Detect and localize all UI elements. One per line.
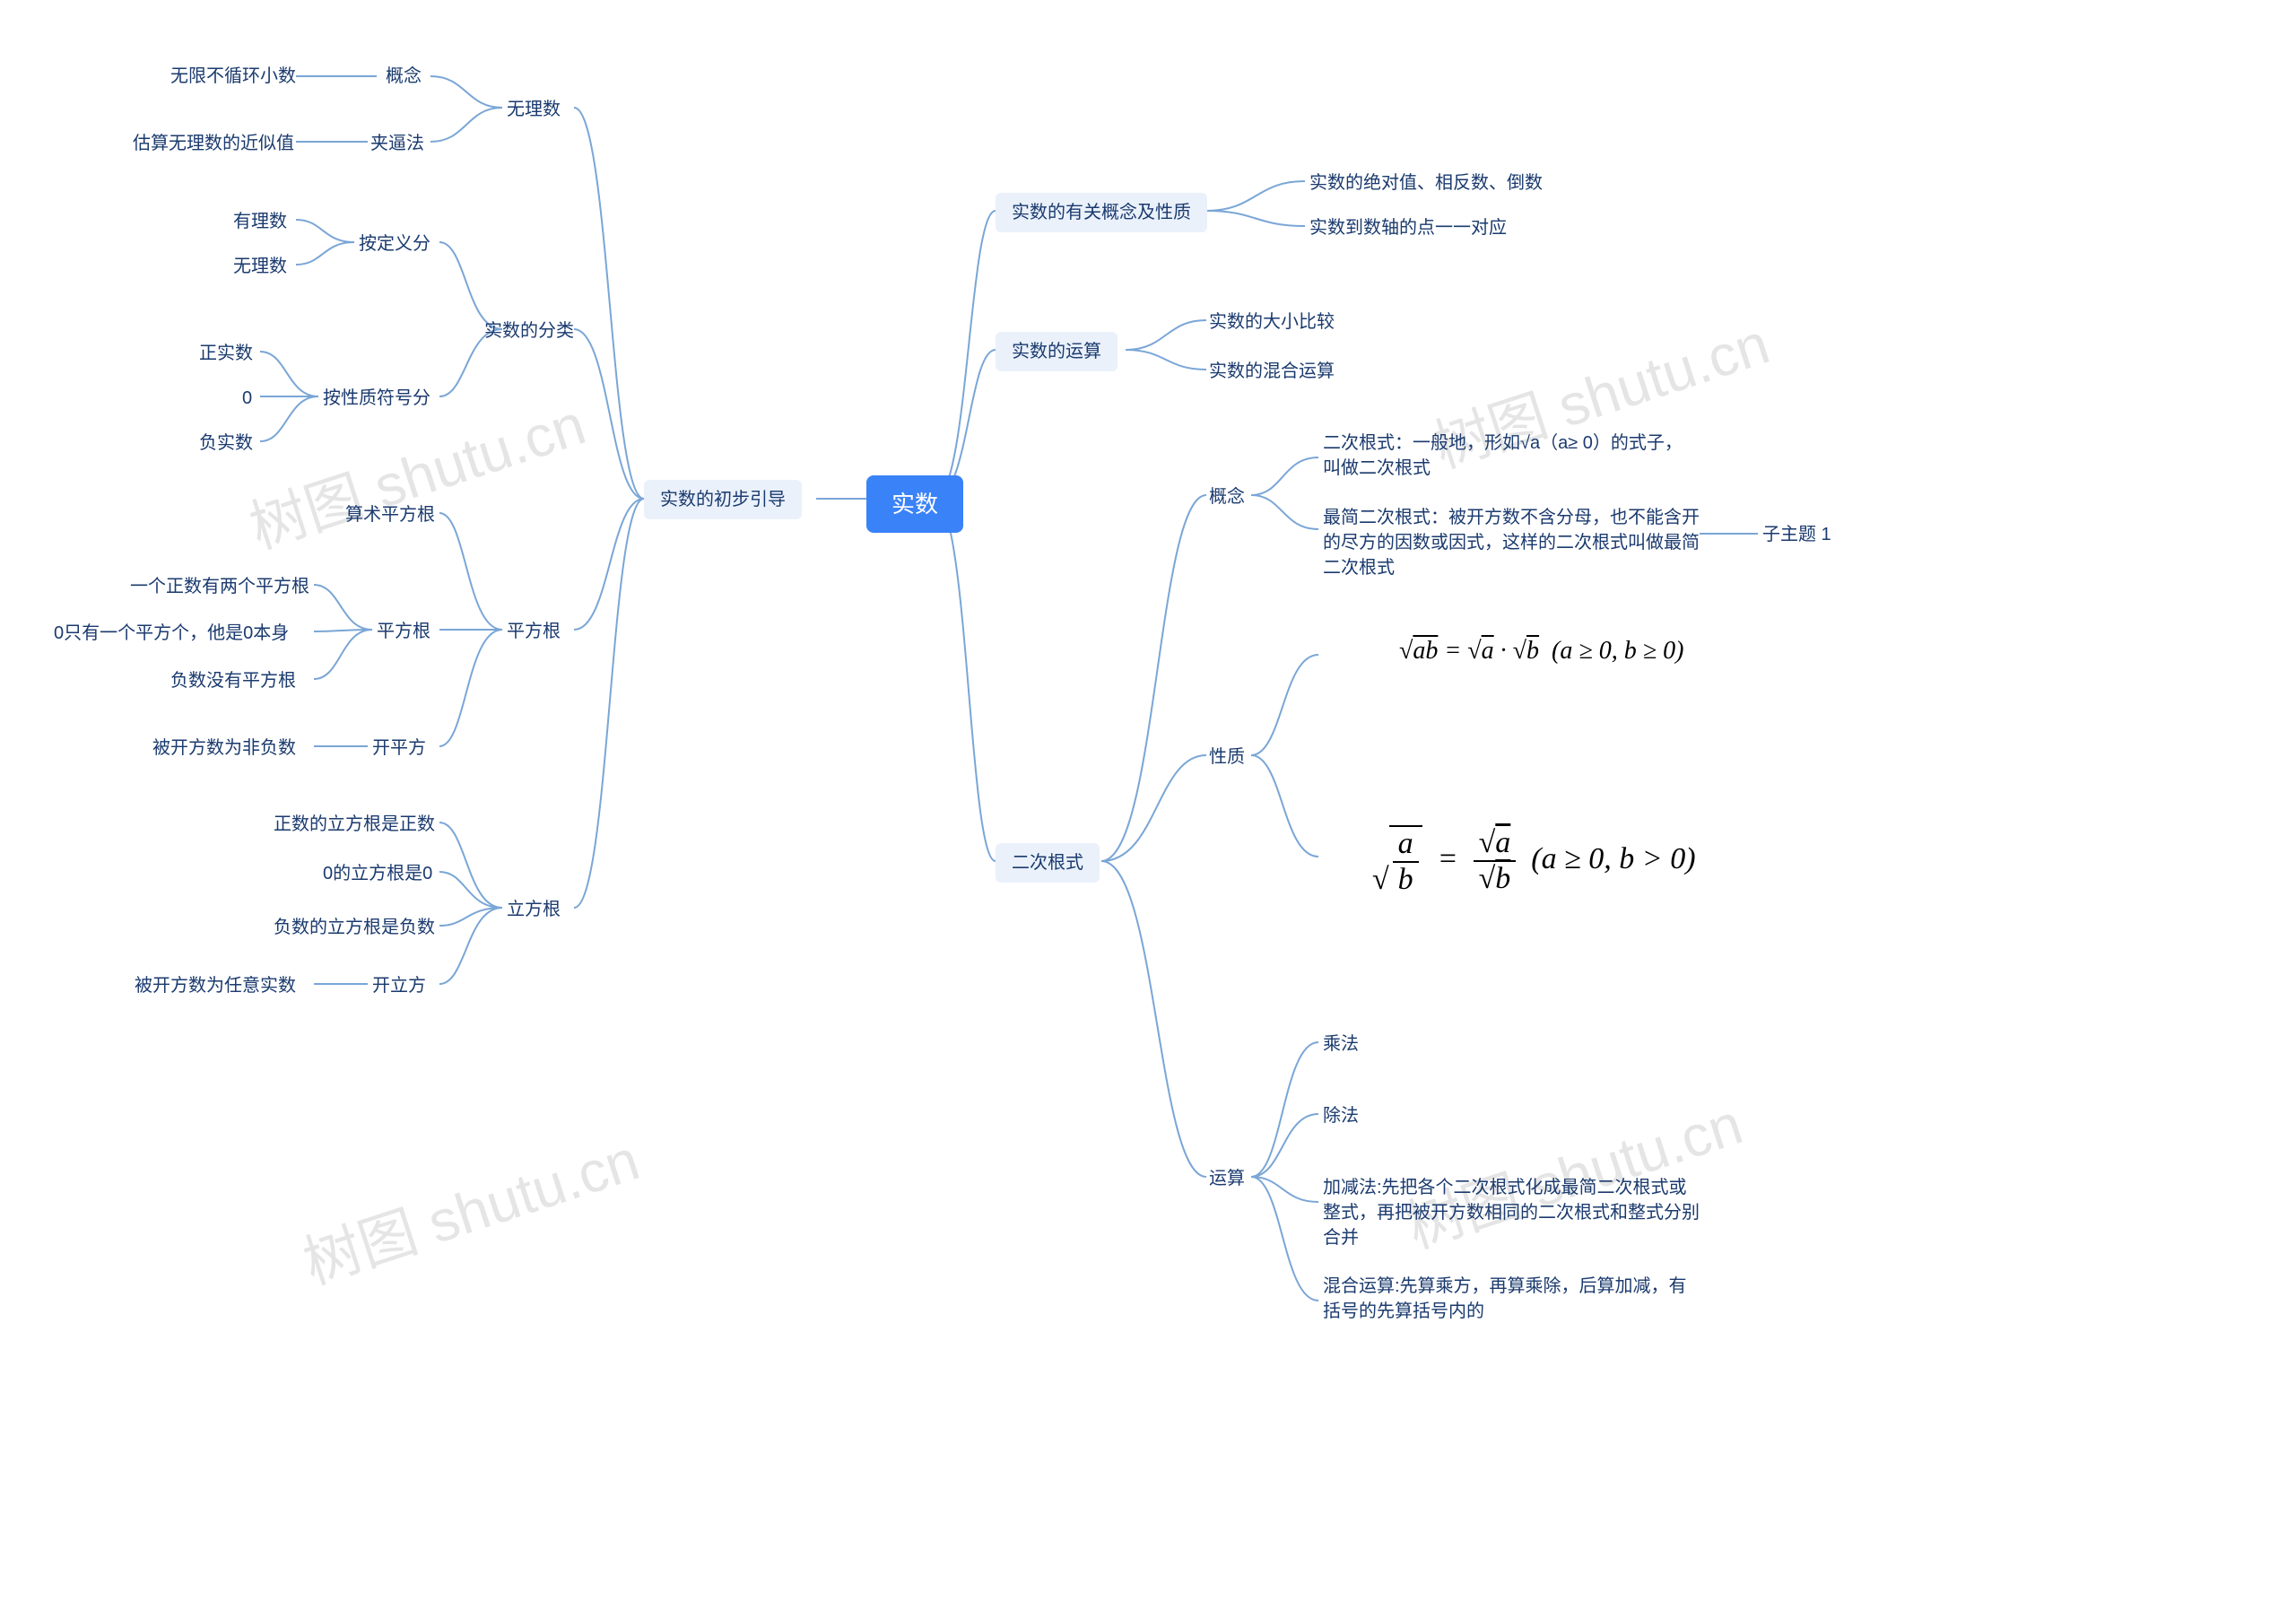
node-l3[interactable]: 一个正数有两个平方根 — [130, 574, 309, 599]
node-r2[interactable]: 实数的混合运算 — [1209, 359, 1335, 384]
node-l1[interactable]: 立方根 — [507, 897, 561, 922]
node-l3[interactable]: 正实数 — [199, 341, 253, 366]
node-l2[interactable]: 按性质符号分 — [323, 386, 430, 411]
node-r3[interactable]: 加减法:先把各个二次根式化成最简二次根式或整式，再把被开方数相同的二次根式和整式… — [1323, 1175, 1700, 1250]
node-r1[interactable]: 实数的运算 — [996, 332, 1118, 371]
node-l2[interactable]: 负数的立方根是负数 — [274, 915, 435, 940]
node-r3[interactable]: 二次根式：一般地，形如√a（a≥ 0）的式子，叫做二次根式 — [1323, 431, 1700, 481]
node-l2[interactable]: 夹逼法 — [370, 131, 424, 156]
node-l3[interactable]: 负实数 — [199, 431, 253, 456]
node-r1[interactable]: 实数的有关概念及性质 — [996, 193, 1207, 232]
formula-2: √ a b = √a √b (a ≥ 0, b > 0) — [1372, 825, 1696, 897]
node-r3[interactable]: 最简二次根式：被开方数不含分母，也不能含开的尽方的因数或因式，这样的二次根式叫做… — [1323, 505, 1700, 580]
node-r2[interactable]: 概念 — [1209, 484, 1245, 509]
node-r3[interactable]: 乘法 — [1323, 1031, 1359, 1057]
node-l2[interactable]: 算术平方根 — [345, 502, 435, 527]
node-r2[interactable]: 实数到数轴的点一一对应 — [1309, 215, 1507, 240]
node-r2[interactable]: 实数的大小比较 — [1209, 309, 1335, 335]
node-l1[interactable]: 无理数 — [507, 97, 561, 122]
node-l1[interactable]: 平方根 — [507, 619, 561, 644]
node-r1[interactable]: 二次根式 — [996, 843, 1100, 883]
node-l2[interactable]: 概念 — [386, 64, 422, 89]
node-l3[interactable]: 估算无理数的近似值 — [133, 131, 294, 156]
node-extra[interactable]: 子主题 1 — [1762, 522, 1831, 547]
connector-lines — [0, 0, 2296, 1619]
formula-1: √ab = √a · √b (a ≥ 0, b ≥ 0) — [1399, 637, 1683, 666]
node-left-root[interactable]: 实数的初步引导 — [644, 480, 802, 519]
node-l2[interactable]: 开平方 — [372, 736, 426, 761]
node-l2[interactable]: 平方根 — [377, 619, 430, 644]
node-l2[interactable]: 0的立方根是0 — [323, 861, 432, 886]
node-r3[interactable]: 除法 — [1323, 1103, 1359, 1128]
node-l2[interactable]: 按定义分 — [359, 231, 430, 257]
node-r2[interactable]: 实数的绝对值、相反数、倒数 — [1309, 170, 1543, 196]
node-l1[interactable]: 实数的分类 — [484, 318, 574, 344]
node-r2[interactable]: 运算 — [1209, 1166, 1245, 1191]
node-l3[interactable]: 有理数 — [233, 209, 287, 234]
watermark: 树图 shutu.cn — [291, 1114, 648, 1300]
node-l3[interactable]: 无限不循环小数 — [170, 64, 296, 89]
node-l3[interactable]: 0只有一个平方个，他是0本身 — [54, 621, 289, 646]
node-l2[interactable]: 正数的立方根是正数 — [274, 812, 435, 837]
node-center[interactable]: 实数 — [866, 475, 963, 533]
node-l3[interactable]: 负数没有平方根 — [170, 668, 296, 693]
node-l3[interactable]: 被开方数为非负数 — [152, 736, 296, 761]
node-l3[interactable]: 被开方数为任意实数 — [135, 973, 296, 998]
node-l3[interactable]: 无理数 — [233, 254, 287, 279]
node-r2[interactable]: 性质 — [1209, 744, 1245, 770]
node-r3[interactable]: 混合运算:先算乘方，再算乘除，后算加减，有括号的先算括号内的 — [1323, 1274, 1700, 1324]
node-l2[interactable]: 开立方 — [372, 973, 426, 998]
node-l3[interactable]: 0 — [242, 386, 252, 411]
